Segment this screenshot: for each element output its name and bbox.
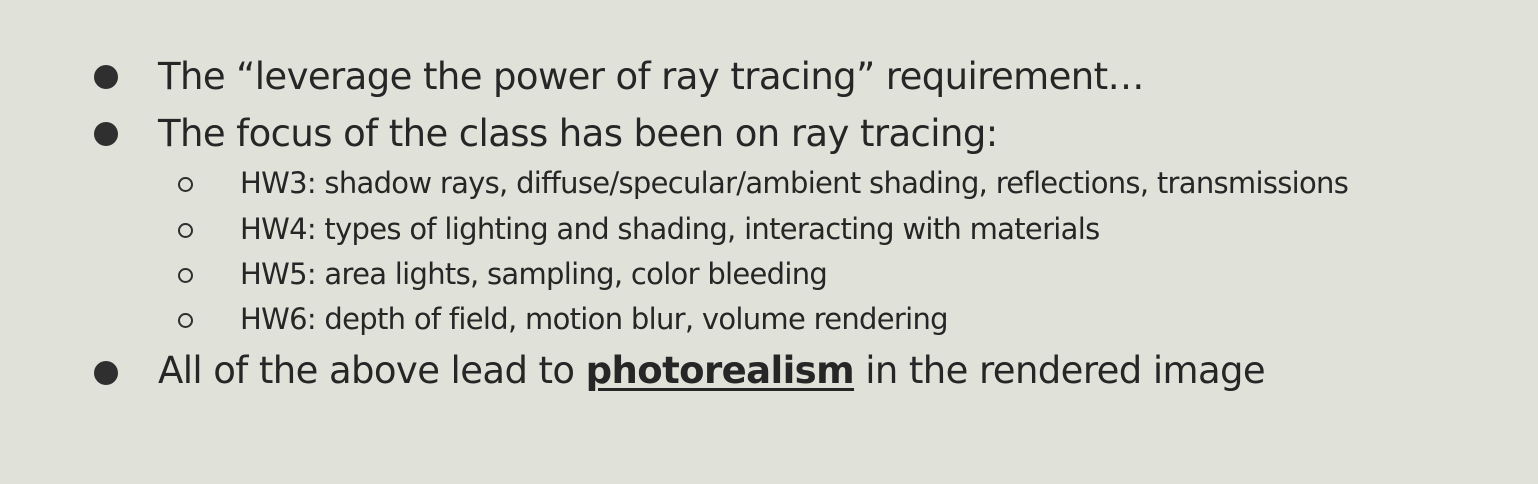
sub-bullet-circle — [178, 268, 193, 283]
sub-bullet-text-hw4: HW4: types of lighting and shading, inte… — [240, 212, 1100, 246]
sub-bullet-text-hw3: HW3: shadow rays, diffuse/specular/ambie… — [240, 166, 1349, 200]
bullet-text-2: The focus of the class has been on ray t… — [158, 112, 998, 155]
bullet-text-3-before: All of the above lead to — [158, 349, 586, 392]
sub-bullet-text-hw6: HW6: depth of field, motion blur, volume… — [240, 302, 949, 336]
emphasis-photorealism: photorealism — [585, 349, 855, 392]
bullet-text-1: The “leverage the power of ray tracing” … — [158, 55, 1145, 98]
bullet-dot — [94, 361, 118, 385]
bullet-text-3: All of the above lead to photorealism in… — [158, 349, 1266, 393]
bullet-text-3-after: in the rendered image — [854, 349, 1266, 392]
sub-bullet-text-hw5: HW5: area lights, sampling, color bleedi… — [240, 257, 828, 291]
sub-bullet-circle — [178, 177, 193, 192]
bullet-dot — [94, 65, 118, 89]
sub-bullet-circle — [178, 313, 193, 328]
sub-bullet-circle — [178, 223, 193, 238]
bullet-dot — [94, 122, 118, 146]
